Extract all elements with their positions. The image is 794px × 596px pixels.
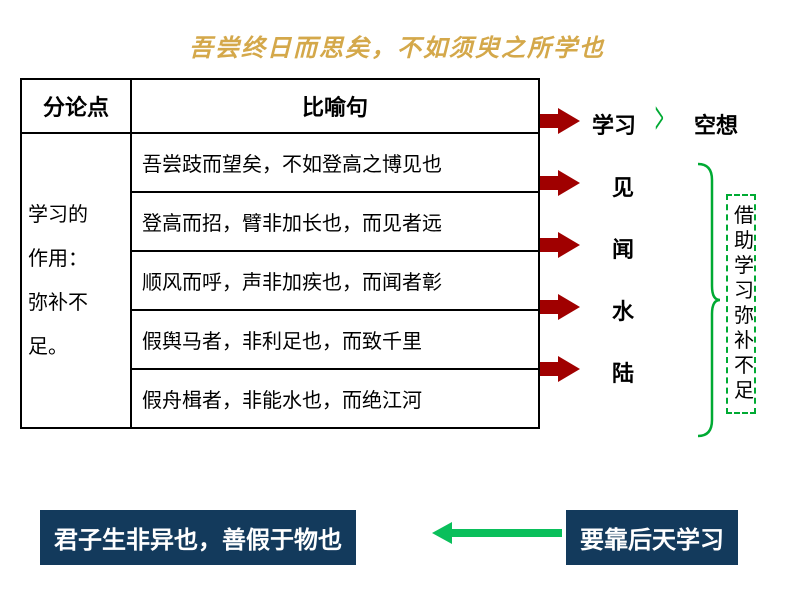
extra-label: 空想 bbox=[694, 108, 738, 140]
left-cell-text: 学习的 作用： 弥补不足。 bbox=[28, 204, 88, 358]
red-arrow-icon bbox=[540, 232, 580, 258]
red-arrow-icon bbox=[540, 108, 580, 134]
row-label: 见 bbox=[612, 170, 634, 202]
side-summary-box: 借助学习弥补不足 bbox=[726, 194, 756, 414]
table-row: 顺风而呼，声非加疾也，而闻者彰 bbox=[132, 252, 538, 311]
sidebox-text: 借助学习弥补不足 bbox=[734, 205, 754, 402]
row-label: 学习 bbox=[592, 108, 636, 140]
table-row: 吾尝跂而望矣，不如登高之博见也 bbox=[132, 134, 538, 193]
row-label: 陆 bbox=[612, 356, 634, 388]
left-cell: 学习的 作用： 弥补不足。 bbox=[21, 133, 131, 428]
header-col2: 比喻句 bbox=[131, 79, 539, 133]
bottom-right-box: 要靠后天学习 bbox=[566, 510, 738, 565]
row-label: 水 bbox=[612, 294, 634, 326]
table-row: 假舟楫者，非能水也，而绝江河 bbox=[132, 370, 538, 427]
quote-rows: 吾尝跂而望矣，不如登高之博见也 登高而招，臂非加长也，而见者远 顺风而呼，声非加… bbox=[131, 133, 539, 428]
table-row: 登高而招，臂非加长也，而见者远 bbox=[132, 193, 538, 252]
red-arrow-icon bbox=[540, 356, 580, 382]
comparison-table: 分论点 比喻句 学习的 作用： 弥补不足。 吾尝跂而望矣，不如登高之博见也 登高… bbox=[20, 78, 540, 429]
title-text: 吾尝终日而思矣，不如须臾之所学也 bbox=[189, 36, 605, 62]
row-label: 闻 bbox=[612, 232, 634, 264]
greater-than-icon: > bbox=[655, 92, 664, 146]
green-arrow-icon bbox=[432, 518, 562, 553]
main-table-container: 分论点 比喻句 学习的 作用： 弥补不足。 吾尝跂而望矣，不如登高之博见也 登高… bbox=[20, 78, 540, 429]
table-row: 假舆马者，非利足也，而致千里 bbox=[132, 311, 538, 370]
brace-icon bbox=[694, 160, 720, 446]
bottom-left-box: 君子生非异也，善假于物也 bbox=[40, 510, 356, 565]
header-col1: 分论点 bbox=[21, 79, 131, 133]
red-arrow-icon bbox=[540, 170, 580, 196]
red-arrow-icon bbox=[540, 294, 580, 320]
page-title: 吾尝终日而思矣，不如须臾之所学也 bbox=[0, 0, 794, 79]
